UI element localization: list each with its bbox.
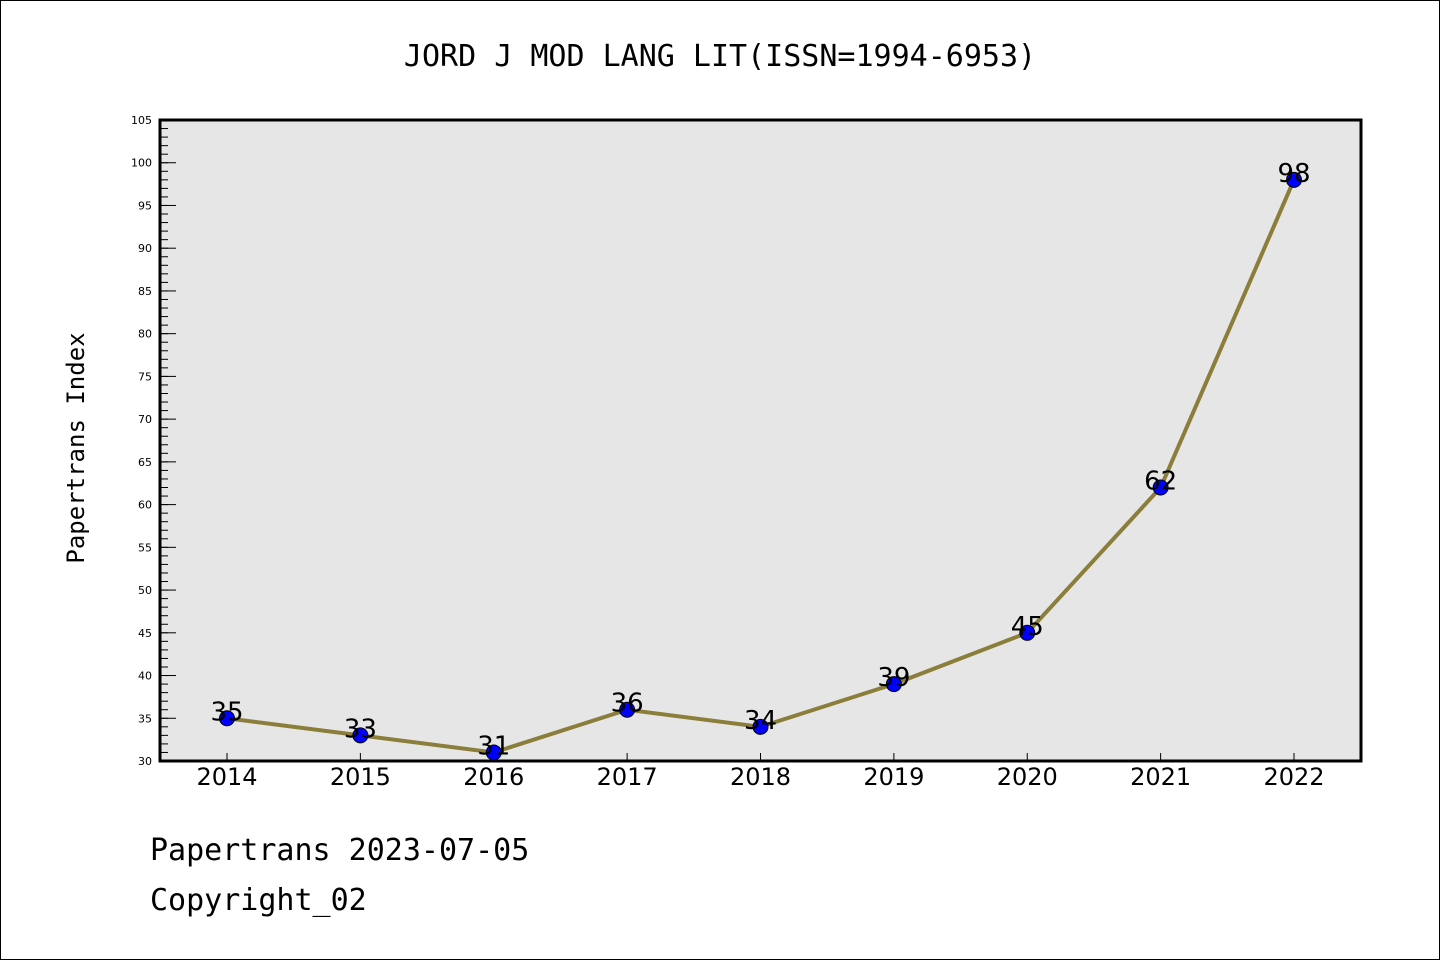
data-label: 98: [1277, 159, 1310, 189]
data-label: 36: [611, 689, 644, 719]
x-tick-label: 2022: [1263, 763, 1324, 791]
y-tick-label: 60: [138, 499, 152, 512]
data-label: 33: [344, 714, 377, 744]
chart-title: JORD J MOD LANG LIT(ISSN=1994-6953): [404, 39, 1036, 74]
x-tick-label: 2016: [463, 763, 524, 791]
y-tick-label: 95: [138, 199, 152, 212]
y-tick-label: 45: [138, 627, 152, 640]
x-tick-label: 2019: [863, 763, 924, 791]
data-point: [1286, 171, 1302, 188]
y-tick-label: 65: [138, 456, 152, 469]
data-points: [219, 171, 1302, 761]
x-tick-label: 2020: [997, 763, 1058, 791]
data-point: [352, 727, 369, 744]
plot-area: [160, 120, 1361, 761]
y-axis-label: Papertrans Index: [62, 332, 90, 563]
data-label: 62: [1144, 467, 1177, 497]
data-label: 45: [1011, 612, 1044, 642]
x-tick-label: 2015: [330, 763, 391, 791]
y-tick-label: 100: [131, 157, 152, 170]
x-tick-label: 2017: [597, 763, 658, 791]
x-tick-label: 2018: [730, 763, 791, 791]
y-tick-label: 35: [138, 712, 152, 725]
data-point: [885, 676, 902, 693]
plot-border: [158, 118, 1363, 763]
y-tick-label: 75: [138, 370, 152, 383]
data-label: 35: [210, 697, 243, 727]
y-tick-label: 70: [138, 413, 152, 426]
y-tick-label: 105: [131, 114, 152, 127]
x-axis-ticks: 2014 2015 2016 2017 2018 2019 2020 2021 2022: [196, 753, 1325, 791]
data-point: [619, 701, 636, 718]
data-point: [752, 718, 769, 735]
data-labels: 35 33 31 36 34 39 45 62 98: [210, 159, 1310, 762]
y-tick-label: 90: [138, 242, 152, 255]
footer-date: Papertrans 2023-07-05: [150, 833, 530, 868]
data-label: 39: [877, 663, 910, 693]
data-label: 31: [477, 731, 510, 761]
footer-copyright: Copyright_02: [150, 883, 367, 918]
y-tick-label: 80: [138, 328, 152, 341]
y-tick-label: 85: [138, 285, 152, 298]
data-point: [1152, 479, 1169, 496]
x-tick-label: 2021: [1130, 763, 1191, 791]
data-point: [219, 710, 235, 727]
data-point: [1019, 624, 1036, 641]
data-label: 34: [744, 706, 777, 736]
y-tick-label: 55: [138, 541, 152, 554]
x-tick-label: 2014: [196, 763, 257, 791]
y-tick-label: 40: [138, 670, 152, 683]
y-tick-label: 30: [138, 755, 152, 768]
y-tick-label: 50: [138, 584, 152, 597]
